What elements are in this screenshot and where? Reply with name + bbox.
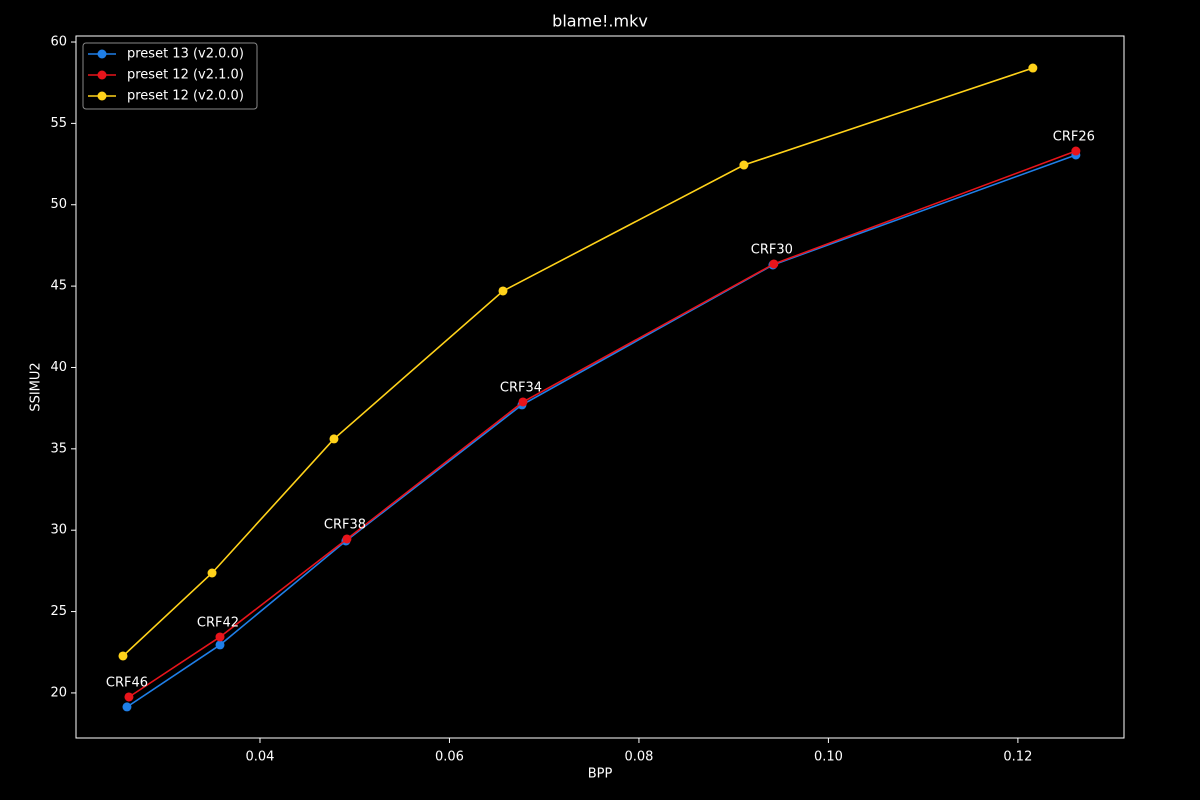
point-label: CRF34 <box>500 380 542 395</box>
y-axis-label: SSIMU2 <box>29 362 44 411</box>
x-tick-label: 0.12 <box>1003 750 1032 765</box>
y-tick-label: 40 <box>50 360 67 375</box>
legend-marker <box>97 91 107 101</box>
series-line <box>128 150 1077 698</box>
point <box>124 692 134 702</box>
x-tick-label: 0.10 <box>814 750 843 765</box>
y-tick-label: 45 <box>50 279 67 294</box>
x-tick-label: 0.06 <box>435 750 464 765</box>
point <box>518 397 528 407</box>
y-tick-label: 30 <box>50 523 67 538</box>
point <box>215 632 225 642</box>
y-tick-label: 20 <box>50 685 67 700</box>
legend-label: preset 12 (v2.0.0) <box>127 89 244 104</box>
point <box>1028 63 1038 73</box>
point <box>118 651 128 661</box>
point <box>498 286 508 296</box>
plot-frame <box>75 35 1125 739</box>
legend-label: preset 12 (v2.1.0) <box>127 68 244 83</box>
point <box>1071 146 1081 156</box>
point <box>122 702 132 712</box>
y-tick-label: 25 <box>50 604 67 619</box>
point-label: CRF46 <box>106 675 148 690</box>
series-line <box>122 67 1034 657</box>
point-label: CRF42 <box>197 615 239 630</box>
point <box>739 160 749 170</box>
legend-marker <box>97 70 107 80</box>
point <box>769 259 779 269</box>
legend-box <box>82 42 258 110</box>
point-label: CRF26 <box>1053 130 1095 145</box>
point <box>215 640 225 650</box>
point <box>207 568 217 578</box>
series-line <box>126 154 1077 708</box>
point <box>329 434 339 444</box>
point-label: CRF30 <box>751 242 793 257</box>
point-label: CRF38 <box>324 517 366 532</box>
x-tick-label: 0.04 <box>246 750 275 765</box>
legend-marker <box>97 49 107 59</box>
point <box>342 534 352 544</box>
chart-title: blame!.mkv <box>552 12 648 31</box>
y-tick-label: 60 <box>50 35 67 50</box>
x-tick-label: 0.08 <box>624 750 653 765</box>
y-tick-label: 35 <box>50 441 67 456</box>
y-tick-label: 55 <box>50 116 67 131</box>
y-tick-label: 50 <box>50 197 67 212</box>
legend-label: preset 13 (v2.0.0) <box>127 47 244 62</box>
x-axis-label: BPP <box>588 767 613 782</box>
